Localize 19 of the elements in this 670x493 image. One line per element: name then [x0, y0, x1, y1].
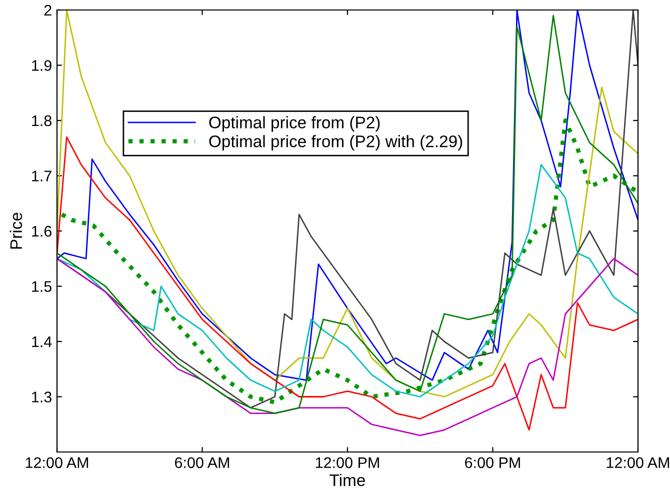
legend-label: Optimal price from (P2) with (2.29) [209, 135, 462, 151]
y-tick-label: 1.6 [32, 226, 52, 237]
x-axis-title: Time [330, 474, 365, 486]
y-tick-label: 1.9 [32, 60, 52, 71]
y-tick-label: 1.8 [32, 115, 52, 126]
line-series [57, 164, 638, 398]
line-series [57, 258, 638, 436]
legend-label: Optimal price from (P2) [209, 116, 380, 132]
y-tick-label: 1.4 [32, 336, 52, 348]
x-tick-label: 6:00 AM [175, 457, 230, 468]
x-tick-label: 12:00 AM [26, 457, 88, 468]
y-tick-label: 1.5 [32, 281, 52, 292]
x-tick-label: 6:00 PM [465, 457, 520, 468]
x-tick-label: 12:00 PM [316, 457, 379, 468]
y-tick-label: 1.3 [32, 392, 52, 402]
y-axis-title: Price [10, 212, 22, 249]
y-tick-label: 1.7 [32, 170, 52, 182]
y-tick-label: 2 [44, 4, 52, 16]
x-tick-label: 12:00 AM [606, 457, 670, 468]
